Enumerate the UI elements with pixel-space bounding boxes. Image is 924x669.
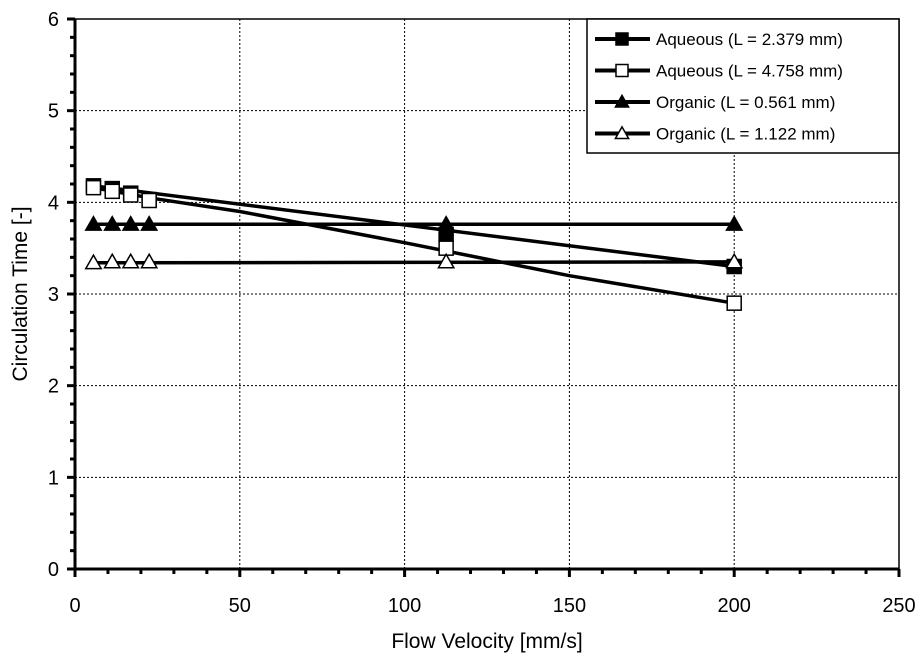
x-tick-label: 150 xyxy=(553,595,586,617)
data-point-series-2 xyxy=(726,295,742,311)
x-tick-label: 50 xyxy=(229,595,251,617)
data-point-series-2 xyxy=(104,183,120,200)
y-axis-title: Circulation Time [-] xyxy=(9,206,32,381)
x-tick-label: 0 xyxy=(69,595,80,617)
x-tick-label: 100 xyxy=(388,595,421,617)
legend: Aqueous (L = 2.379 mm) Aqueous (L = 4.758… xyxy=(586,18,900,154)
legend-marker-4 xyxy=(614,125,630,140)
y-tick-label: 5 xyxy=(48,101,59,123)
data-point-series-3 xyxy=(140,215,159,231)
y-tick-label: 0 xyxy=(48,559,59,581)
series-line-2 xyxy=(93,185,735,305)
data-point-series-4 xyxy=(140,252,159,269)
data-point-series-4 xyxy=(103,252,122,269)
data-point-series-2 xyxy=(141,192,157,209)
data-point-series-4 xyxy=(437,252,456,269)
y-tick-label: 1 xyxy=(48,467,59,489)
x-tick-label: 250 xyxy=(882,595,915,617)
y-tick-label: 3 xyxy=(48,284,59,306)
legend-marker-3 xyxy=(614,93,630,108)
data-point-series-3 xyxy=(84,215,103,231)
x-axis-title: Flow Velocity [mm/s] xyxy=(391,630,582,653)
y-tick-label: 4 xyxy=(48,192,59,214)
data-point-series-4 xyxy=(725,252,744,269)
data-point-series-3 xyxy=(103,215,122,231)
legend-label-2: Aqueous (L = 4.758 mm) xyxy=(656,62,843,81)
legend-marker-2 xyxy=(615,63,629,78)
x-tick-label: 200 xyxy=(718,595,751,617)
legend-box xyxy=(586,18,900,154)
legend-label-3: Organic (L = 0.561 mm) xyxy=(656,93,835,112)
data-point-series-3 xyxy=(121,215,140,231)
series-line-1 xyxy=(93,184,735,269)
data-point-series-3 xyxy=(725,215,744,231)
y-tick-label: 6 xyxy=(48,9,59,31)
data-point-series-2 xyxy=(122,187,139,203)
data-point-series-4 xyxy=(121,252,140,269)
data-point-series-4 xyxy=(84,253,103,270)
legend-label-4: Organic (L = 1.122 mm) xyxy=(656,125,835,144)
series-line-4 xyxy=(93,260,735,265)
data-point-series-2 xyxy=(85,179,102,196)
legend-label-1: Aqueous (L = 2.379 mm) xyxy=(656,30,843,49)
legend-marker-1 xyxy=(615,32,629,46)
data-point-series-3 xyxy=(437,215,456,231)
y-tick-label: 2 xyxy=(48,376,59,398)
